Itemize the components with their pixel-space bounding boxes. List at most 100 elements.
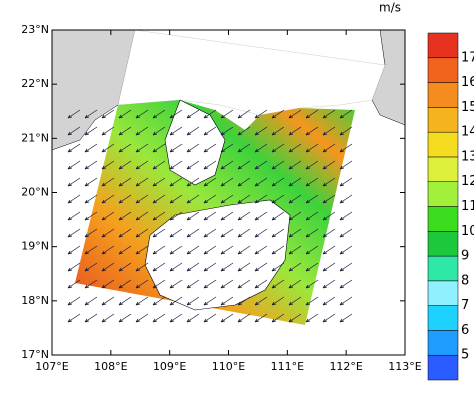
wind-arrow [237,143,251,153]
wind-arrow [101,279,115,289]
wind-arrow [84,126,98,136]
wind-arrow [220,245,234,255]
wind-arrow [305,313,319,323]
colorbar-label: 9 [461,249,469,264]
wind-arrow [152,211,166,221]
wind-arrow [169,313,183,323]
wind-arrow [118,160,132,170]
wind-arrow [220,177,234,187]
y-tick-label: 23°N [21,23,49,36]
wind-arrow [322,177,336,187]
wind-arrow [271,177,285,187]
wind-arrow [322,109,336,119]
wind-arrow [288,177,302,187]
wind-arrow [101,177,115,187]
wind-arrow [305,194,319,204]
wind-arrow [169,177,183,187]
wind-arrow [220,262,234,272]
x-tick-label: 109°E [153,360,186,373]
wind-arrow [237,211,251,221]
wind-arrow [135,211,149,221]
wind-arrow [169,143,183,153]
colorbar-label: 7 [461,298,469,313]
wind-arrow [220,296,234,306]
colorbar-bin [427,32,459,59]
wind-arrow [84,143,98,153]
wind-arrow [305,279,319,289]
wind-arrow [135,296,149,306]
wind-arrow [101,160,115,170]
colorbar-unit: m/s [379,1,401,15]
wind-arrow [118,245,132,255]
wind-arrow [186,228,200,238]
wind-arrow [67,279,81,289]
wind-arrow [135,194,149,204]
wind-arrow [271,109,285,119]
wind-arrow [135,109,149,119]
colorbar-label: 13 [461,149,474,164]
wind-arrow [169,211,183,221]
wind-arrow [288,211,302,221]
wind-arrow [203,143,217,153]
wind-arrow [305,143,319,153]
colorbar-bin [427,181,459,207]
wind-arrow [203,313,217,323]
colorbar-bin [427,82,459,108]
wind-arrow [135,143,149,153]
colorbar-bin [427,354,459,381]
wind-arrow [305,126,319,136]
wind-arrow [271,160,285,170]
wind-arrow [118,262,132,272]
wind-arrow [271,211,285,221]
colorbar-bin [427,107,459,133]
wind-arrows [67,109,353,323]
wind-arrow [152,228,166,238]
wind-arrow [84,279,98,289]
wind-arrow [152,126,166,136]
x-tick-label: 110°E [212,360,245,373]
wind-arrow [152,194,166,204]
wind-arrow [84,194,98,204]
axis-ticks: 107°E 108°E 109°E 110°E 111°E 112°E 113°E 17°N 1… [21,23,422,373]
map-area [52,30,405,325]
wind-arrow [237,279,251,289]
colorbar-label: 12 [461,174,474,189]
wind-arrow [254,279,268,289]
wind-arrow [271,279,285,289]
wind-arrow [288,262,302,272]
wind-arrow [118,126,132,136]
wind-arrow [339,296,353,306]
wind-arrow [67,143,81,153]
wind-arrow [339,313,353,323]
wind-arrow [101,143,115,153]
wind-arrow [152,245,166,255]
y-tick-label: 19°N [21,240,49,253]
wind-arrow [305,109,319,119]
wind-arrow [118,177,132,187]
wind-arrow [186,262,200,272]
wind-arrow [152,262,166,272]
wind-arrow [118,211,132,221]
wind-arrow [135,279,149,289]
wind-arrow [305,211,319,221]
colorbar-bin [427,305,459,331]
wind-arrow [339,143,353,153]
wind-arrow [322,126,336,136]
wind-arrow [322,245,336,255]
wind-arrow [237,262,251,272]
wind-arrow [322,211,336,221]
wind-arrow [305,177,319,187]
wind-arrow [288,160,302,170]
wind-arrow [152,296,166,306]
wind-arrow [101,228,115,238]
wind-arrow [186,313,200,323]
wind-arrow [220,313,234,323]
wind-arrow [237,194,251,204]
wind-arrow [237,177,251,187]
wind-arrow [118,313,132,323]
wind-arrow [220,279,234,289]
wind-arrow [203,126,217,136]
colorbar-label: 10 [461,224,474,239]
wind-arrow [237,109,251,119]
